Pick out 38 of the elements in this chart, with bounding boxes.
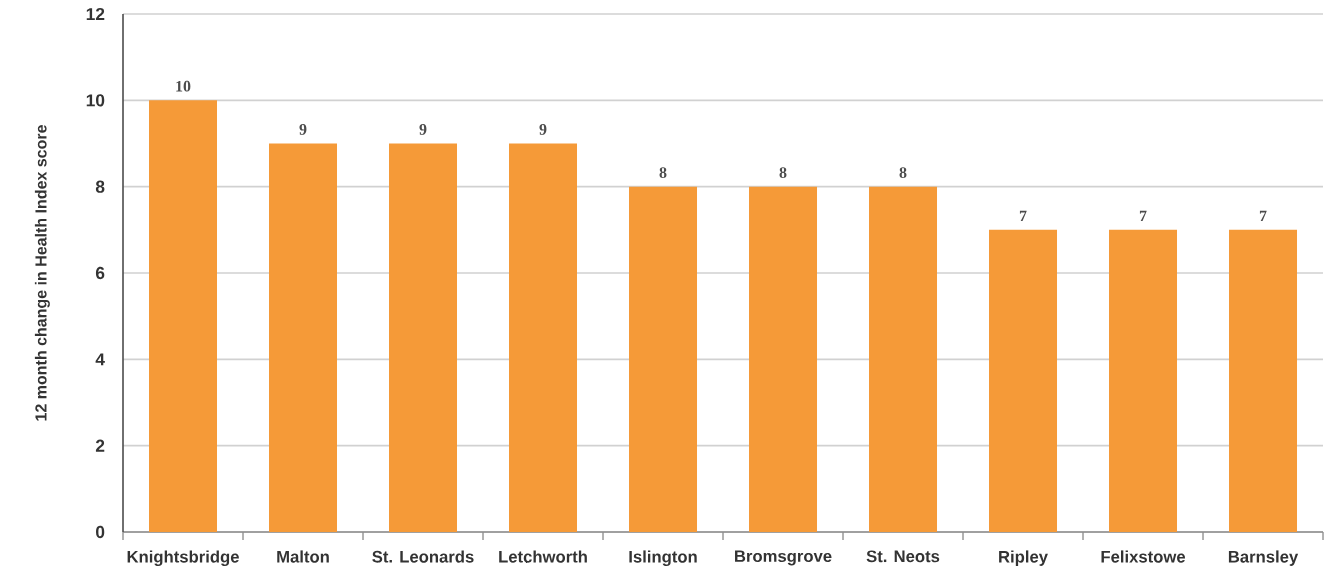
x-tick-label: Malton: [277, 550, 329, 563]
data-label: 9: [419, 124, 427, 135]
bar: [1229, 229, 1298, 532]
bar: [269, 143, 338, 532]
bar: [989, 229, 1058, 532]
x-tick-label: Letchworth: [499, 550, 587, 563]
data-label: 7: [1259, 210, 1267, 222]
data-label: 9: [299, 124, 307, 135]
y-tick-label: 0: [96, 525, 105, 539]
x-tick-label: Islington: [629, 550, 697, 567]
y-axis-title: 12 month change in Health Index score: [34, 125, 50, 421]
y-tick-label: 4: [95, 353, 105, 366]
y-tick-label: 6: [95, 266, 105, 280]
bar: [509, 143, 578, 532]
x-tick-label: Barnsley: [1228, 550, 1299, 566]
data-label: 7: [1139, 210, 1147, 222]
x-tick-label: Ripley: [999, 550, 1048, 566]
bar: [629, 186, 698, 532]
bar: [869, 186, 938, 532]
x-tick-label: Bromsgrove: [735, 550, 832, 566]
bar: [1109, 229, 1178, 532]
data-label: 8: [779, 167, 787, 178]
y-tick-label: 2: [95, 439, 105, 452]
data-label: 10: [176, 80, 191, 92]
data-label: 8: [899, 167, 907, 178]
data-label: 9: [539, 124, 547, 135]
x-tick-label: St. Neots: [866, 550, 940, 563]
y-tick-label: 10: [86, 94, 105, 107]
data-label: 8: [659, 167, 667, 178]
bar: [149, 100, 218, 532]
data-label: 7: [1019, 210, 1027, 222]
y-tick-label: 12: [86, 7, 105, 21]
x-tick-label: Knightsbridge: [127, 550, 239, 567]
y-tick-label: 8: [95, 180, 105, 193]
x-tick-label: Felixstowe: [1101, 550, 1186, 563]
bar: [389, 143, 458, 532]
x-tick-label: St. Leonards: [372, 550, 474, 563]
bar: [749, 186, 818, 532]
